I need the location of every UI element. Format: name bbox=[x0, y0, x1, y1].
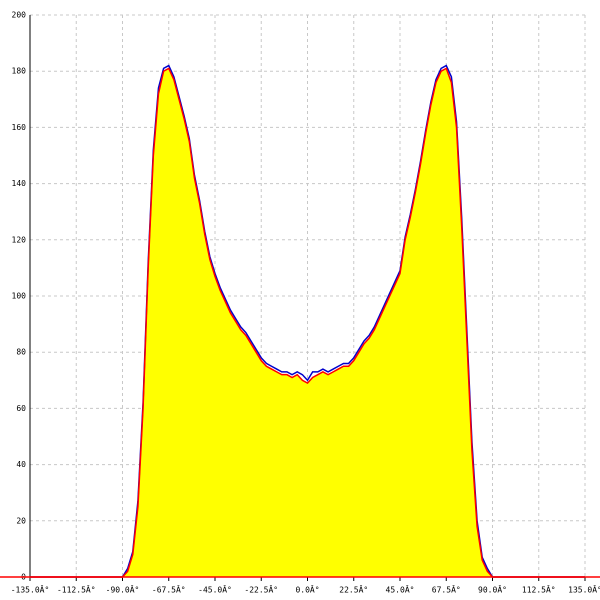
area-fill bbox=[30, 68, 585, 577]
x-tick-label: 135.0Â° bbox=[568, 584, 600, 595]
x-tick-label: -22.5Â° bbox=[244, 584, 278, 595]
y-tick-label: 160 bbox=[12, 123, 27, 132]
y-tick-label: 140 bbox=[12, 179, 27, 188]
x-tick-label: 90.0Â° bbox=[478, 584, 507, 595]
y-tick-label: 60 bbox=[16, 404, 26, 413]
y-tick-label: 40 bbox=[16, 460, 26, 469]
x-tick-label: -67.5Â° bbox=[152, 584, 186, 595]
y-tick-label: 120 bbox=[12, 235, 27, 244]
series-line bbox=[30, 67, 585, 578]
y-tick-label: 180 bbox=[12, 67, 27, 76]
x-tick-label: -135.0Â° bbox=[11, 584, 50, 595]
x-tick-label: 112.5Â° bbox=[522, 584, 556, 595]
y-tick-label: 80 bbox=[16, 348, 26, 357]
y-tick-label: 200 bbox=[12, 11, 27, 20]
x-tick-label: 67.5Â° bbox=[432, 584, 461, 595]
y-tick-label: 20 bbox=[16, 516, 26, 525]
x-tick-label: 45.0Â° bbox=[386, 584, 415, 595]
y-tick-label: 100 bbox=[12, 292, 27, 301]
x-tick-label: 0.0Â° bbox=[295, 584, 319, 595]
x-tick-label: -90.0Â° bbox=[106, 584, 140, 595]
x-tick-label: -112.5Â° bbox=[57, 584, 96, 595]
x-tick-label: -45.0Â° bbox=[198, 584, 232, 595]
x-tick-label: 22.5Â° bbox=[339, 584, 368, 595]
